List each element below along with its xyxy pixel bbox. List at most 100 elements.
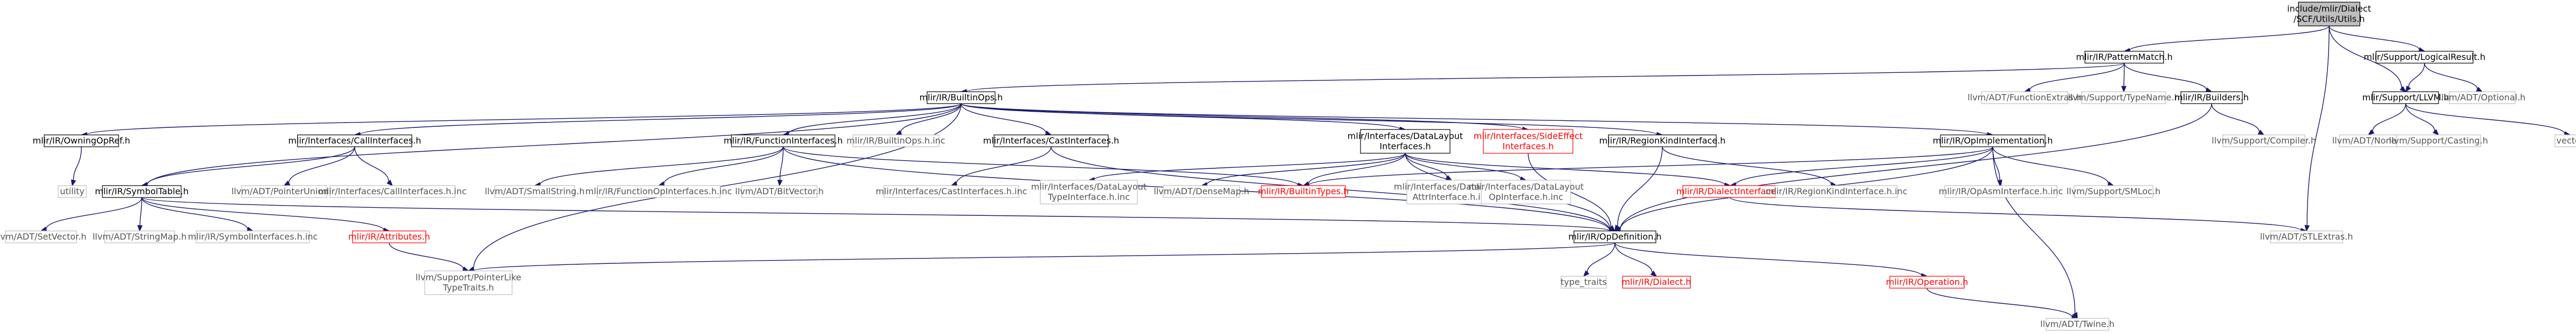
edge-opimplementation-to-dialectinterface [1729, 146, 1993, 188]
node-box [58, 185, 87, 198]
edge-builtinops-to-functioninterfaces [782, 103, 962, 137]
edge-opdefinition-to-pointerliketypetraits [467, 242, 1615, 274]
node-box [2180, 91, 2243, 104]
node-box [927, 91, 996, 104]
node-label: mlir/Interfaces/DataLayout [1468, 182, 1584, 192]
node-box [2084, 51, 2164, 64]
node-box [1775, 185, 1898, 198]
node-dialectinterface[interactable]: mlir/IR/DialectInterface.h [1676, 185, 1784, 198]
node-box [1573, 230, 1656, 243]
node-label: mlir/Interfaces/CallInterfaces.h [288, 135, 422, 146]
node-label: mlir/IR/PatternMatch.h [2076, 52, 2172, 62]
node-box [741, 185, 818, 198]
node-box [2396, 134, 2481, 147]
node-castinterfacesinc: mlir/Interfaces/CastInterfaces.h.inc [875, 185, 1027, 198]
node-box [2046, 318, 2109, 331]
node-label: mlir/Interfaces/CastInterfaces.h.inc [875, 186, 1027, 196]
node-box [1560, 276, 1607, 289]
edge-functioninterfaces-to-functionopinterfacesinc [658, 146, 784, 187]
node-typename: llvm/Support/TypeName.h [2068, 91, 2180, 104]
edge-symboltable-to-opdefinition [141, 197, 1616, 234]
edge-symboltable-to-symbolinterfacesinc [141, 197, 254, 232]
node-builtinopsinc: mlir/IR/BuiltinOps.h.inc [846, 134, 945, 147]
node-compiler: llvm/Support/Compiler.h [2212, 134, 2316, 147]
node-utility: utility [58, 185, 87, 198]
node-symboltable[interactable]: mlir/IR/SymbolTable.h [95, 185, 189, 198]
node-label: mlir/IR/BuiltinOps.h [920, 92, 1003, 103]
node-callinterfaces[interactable]: mlir/Interfaces/CallInterfaces.h [288, 134, 422, 147]
node-box [102, 185, 182, 198]
edge-patternmatch-to-builtinops [960, 63, 2125, 94]
edge-owningopref-to-utility [71, 146, 82, 187]
node-optional: llvm/ADT/Optional.h [2439, 91, 2525, 104]
node-builders[interactable]: mlir/IR/Builders.h [2174, 91, 2249, 104]
node-box [5, 230, 77, 243]
node-label: include/mlir/Dialect [2287, 4, 2371, 14]
node-box [1483, 129, 1573, 154]
edge-symboltable-to-stringmap [137, 197, 143, 232]
edge-functioninterfaces-to-smallstring [534, 146, 784, 188]
node-label: llvm/ADT/SetVector.h [0, 231, 86, 242]
edge-builtinops-to-owningopref [80, 103, 962, 138]
node-box [104, 230, 175, 243]
node-dialect[interactable]: mlir/IR/Dialect.h [1622, 276, 1691, 289]
node-operation[interactable]: mlir/IR/Operation.h [1886, 276, 1969, 289]
node-root[interactable]: include/mlir/Dialect/SCF/Utils/Utils.h [2287, 2, 2371, 26]
node-label: AttrInterface.h.inc [1412, 192, 1490, 202]
node-opdefinition[interactable]: mlir/IR/OpDefinition.h [1568, 230, 1662, 243]
edge-callinterfaces-to-callinterfacesinc [354, 146, 393, 187]
node-label: mlir/IR/BuiltinOps.h.inc [846, 135, 945, 146]
node-opimplementation[interactable]: mlir/IR/OpImplementation.h [1933, 134, 2053, 147]
node-label: mlir/Interfaces/CallInterfaces.h.inc [318, 186, 466, 196]
node-label: mlir/IR/RegionKindInterface.h [1599, 135, 1726, 146]
node-smloc: llvm/Support/SMLoc.h [2067, 185, 2160, 198]
node-label: llvm/ADT/STLExtras.h [2260, 231, 2353, 242]
edge-supportllvm-to-casting [2405, 103, 2440, 136]
node-casting: llvm/Support/Casting.h [2389, 134, 2488, 147]
node-supportllvm[interactable]: mlir/Support/LLVM.h [2362, 91, 2449, 104]
node-box [352, 230, 426, 243]
node-none: llvm/ADT/None.h [2332, 134, 2405, 147]
edge-regionkindinterface-to-regionkindinterfaceinc [1662, 146, 1838, 187]
edge-functioninterfaces-to-bitvector [777, 146, 784, 187]
node-logicalresult[interactable]: mlir/Support/LogicalResult.h [2364, 51, 2485, 64]
node-pointerunion: llvm/ADT/PointerUnion.h [231, 185, 337, 198]
node-box [731, 134, 835, 147]
node-patternmatch[interactable]: mlir/IR/PatternMatch.h [2076, 51, 2173, 64]
node-owningopref[interactable]: mlir/IR/OwningOpRef.h [33, 134, 130, 147]
node-label: llvm/ADT/SmallString.h [485, 186, 584, 196]
edge-symboltable-to-setvector [40, 197, 142, 232]
edge-symboltable-to-attributes [141, 197, 390, 233]
edge-root-to-supportllvm [2329, 25, 2407, 93]
node-label: llvm/Support/TypeName.h [2068, 92, 2179, 103]
node-vector: vector [2554, 134, 2576, 147]
node-opasminterfaceinc: mlir/IR/OpAsmInterface.h.inc [1939, 185, 2063, 198]
edge-regionkindinterface-to-opdefinition [1614, 146, 1663, 232]
node-box [241, 185, 327, 198]
node-label: utility [60, 186, 85, 196]
node-castinterfaces[interactable]: mlir/Interfaces/CastInterfaces.h [983, 134, 1120, 147]
node-smallstring: llvm/ADT/SmallString.h [485, 185, 585, 198]
node-regionkindinterface[interactable]: mlir/IR/RegionKindInterface.h [1599, 134, 1726, 147]
node-label: mlir/IR/SymbolInterfaces.h.inc [188, 231, 318, 242]
node-box [883, 185, 1019, 198]
node-box [993, 134, 1109, 147]
node-functionextras: llvm/ADT/FunctionExtras.h [1967, 91, 2082, 104]
node-box [1608, 134, 1717, 147]
node-functionopinterfacesinc: mlir/IR/FunctionOpInterfaces.h.inc [585, 185, 732, 198]
node-stringmap: llvm/ADT/StringMap.h [93, 230, 187, 243]
node-label: mlir/IR/OpDefinition.h [1568, 231, 1661, 242]
node-callinterfacesinc: mlir/Interfaces/CallInterfaces.h.inc [318, 185, 467, 198]
node-box [1944, 185, 2057, 198]
edge-builtinops-to-castinterfaces [961, 103, 1052, 136]
node-label: mlir/IR/FunctionOpInterfaces.h.inc [585, 186, 732, 196]
node-label: TypeTraits.h [443, 283, 494, 293]
node-attributes[interactable]: mlir/IR/Attributes.h [348, 230, 430, 243]
node-builtintypes[interactable]: mlir/IR/BuiltinTypes.h [1258, 185, 1349, 198]
edge-logicalresult-to-supportllvm [2405, 63, 2425, 93]
node-label: /SCF/Utils/Utils.h [2294, 14, 2365, 24]
node-builtinops[interactable]: mlir/IR/BuiltinOps.h [920, 91, 1003, 104]
node-functioninterfaces[interactable]: mlir/IR/FunctionInterfaces.h [724, 134, 843, 147]
